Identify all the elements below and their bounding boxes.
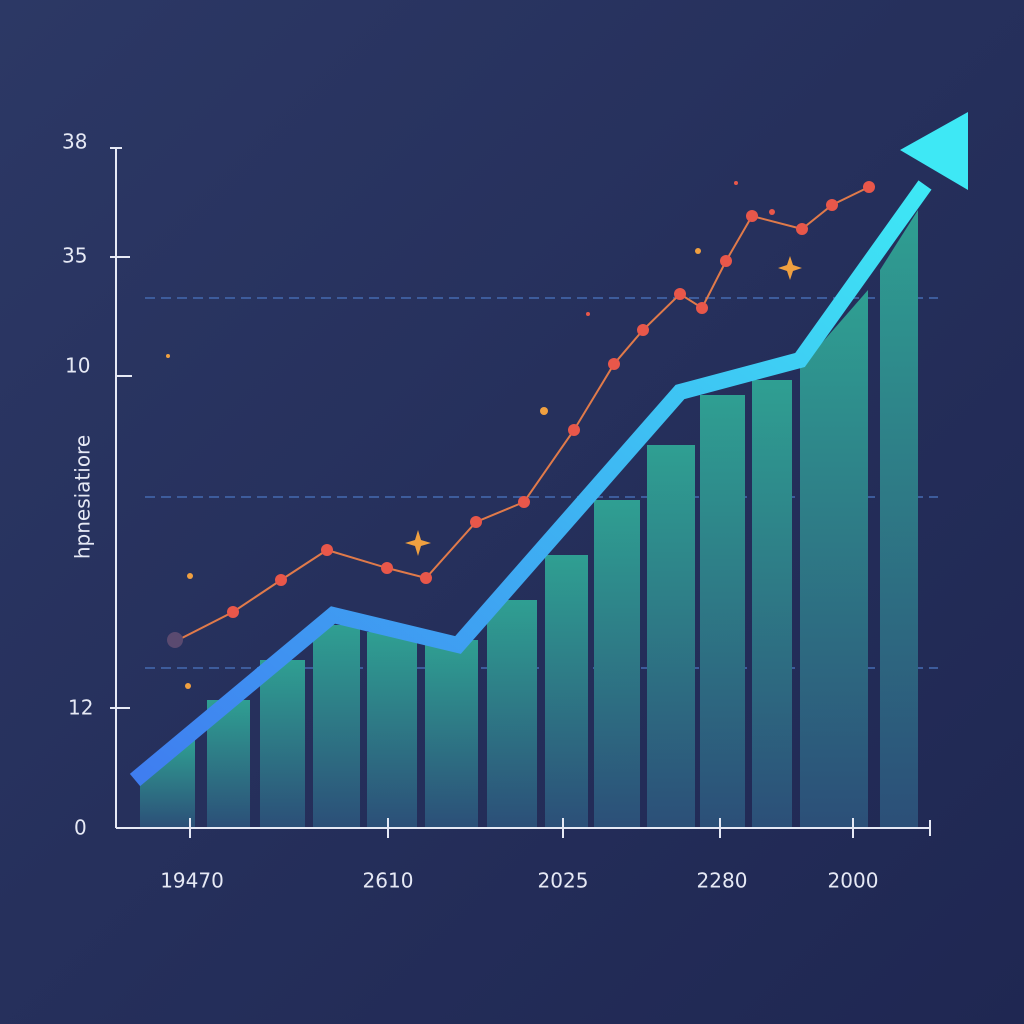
sparkle — [405, 530, 431, 556]
y-tick-label: 12 — [68, 696, 93, 720]
x-tick-label: 2000 — [828, 869, 879, 893]
x-tick-label: 2280 — [697, 869, 748, 893]
bar — [752, 380, 792, 828]
dot-line — [177, 186, 870, 641]
x-tick-label: 19470 — [160, 869, 224, 893]
bar — [367, 632, 417, 828]
bar — [487, 600, 537, 828]
bar — [800, 290, 868, 828]
sparkle — [586, 312, 590, 316]
dot — [696, 302, 708, 314]
y-tick-label: 10 — [65, 354, 90, 378]
dot — [863, 181, 875, 193]
sparkle — [540, 407, 548, 415]
bar — [260, 660, 305, 828]
dot — [275, 574, 287, 586]
bars — [140, 210, 918, 828]
dot — [720, 255, 732, 267]
trend-arrow — [129, 180, 932, 787]
bar — [545, 555, 588, 828]
bar — [880, 210, 918, 828]
bar — [647, 445, 695, 828]
sparkle — [166, 354, 170, 358]
sparkle — [734, 181, 738, 185]
sparkle — [185, 683, 191, 689]
dot — [518, 496, 530, 508]
bar — [700, 395, 745, 828]
axes — [110, 147, 931, 838]
dot — [381, 562, 393, 574]
sparkle — [769, 209, 775, 215]
dot — [227, 606, 239, 618]
y-axis-title: hpnesiatiore — [71, 435, 95, 559]
dot — [796, 223, 808, 235]
dot — [568, 424, 580, 436]
bar — [594, 500, 640, 828]
y-tick-label: 0 — [74, 816, 87, 840]
x-axis-labels: 19470 2610 2025 2280 2000 — [160, 869, 878, 893]
dot — [746, 210, 758, 222]
dots — [167, 181, 875, 648]
dot — [637, 324, 649, 336]
y-tick-label: 35 — [62, 244, 87, 268]
x-tick-label: 2610 — [363, 869, 414, 893]
dot — [826, 199, 838, 211]
sparkle — [778, 256, 802, 280]
dot — [470, 516, 482, 528]
arrow-head — [900, 112, 968, 190]
bar — [313, 625, 360, 828]
y-axis-labels: 38 35 10 12 0 — [62, 130, 93, 840]
x-tick-label: 2025 — [538, 869, 589, 893]
y-tick-label: 38 — [62, 130, 87, 154]
dot — [321, 544, 333, 556]
dot — [167, 632, 183, 648]
dot — [420, 572, 432, 584]
sparkle — [695, 248, 701, 254]
sparkles — [166, 181, 802, 689]
bar — [140, 740, 195, 828]
dot — [608, 358, 620, 370]
bar — [425, 640, 478, 828]
dot — [674, 288, 686, 300]
sparkle — [187, 573, 193, 579]
